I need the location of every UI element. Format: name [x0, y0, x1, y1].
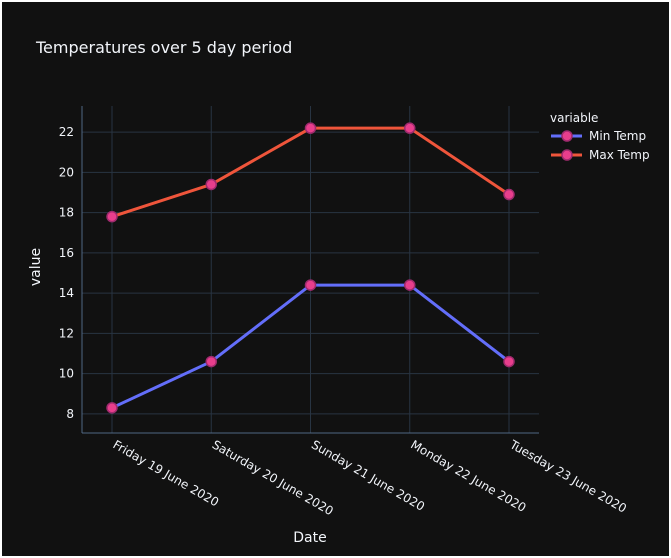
data-point: [304, 122, 317, 134]
data-point: [106, 402, 118, 414]
data-point: [304, 279, 317, 291]
data-point: [503, 355, 515, 368]
series-markers: [106, 122, 515, 414]
data-point: [404, 122, 416, 134]
chart-title: Temperatures over 5 day period: [35, 38, 292, 57]
x-tick-label: Friday 19 June 2020: [111, 437, 222, 509]
y-tick-label: 14: [59, 286, 74, 300]
y-tick-label: 18: [59, 206, 74, 220]
y-tick-label: 12: [59, 326, 74, 340]
y-tick-label: 22: [59, 125, 74, 139]
legend-marker: [561, 149, 573, 161]
legend-item-label: Min Temp: [589, 129, 646, 143]
data-point: [205, 178, 217, 191]
legend-title: variable: [550, 111, 598, 125]
gridlines: [82, 106, 539, 433]
axes: [81, 106, 539, 434]
y-tick-label: 16: [59, 246, 74, 260]
legend-marker: [561, 130, 573, 142]
legend-item-label: Max Temp: [589, 148, 650, 162]
x-axis-title: Date: [293, 530, 326, 546]
y-axis-title: value: [28, 248, 44, 286]
data-point: [205, 355, 217, 368]
data-point: [503, 188, 515, 201]
y-tick-label: 8: [66, 407, 74, 421]
y-tick-label: 10: [59, 367, 74, 381]
data-point: [404, 279, 416, 291]
y-tick-label: 20: [59, 165, 74, 179]
data-point: [106, 210, 118, 223]
legend[interactable]: variable Min Temp Max Temp: [550, 111, 650, 162]
